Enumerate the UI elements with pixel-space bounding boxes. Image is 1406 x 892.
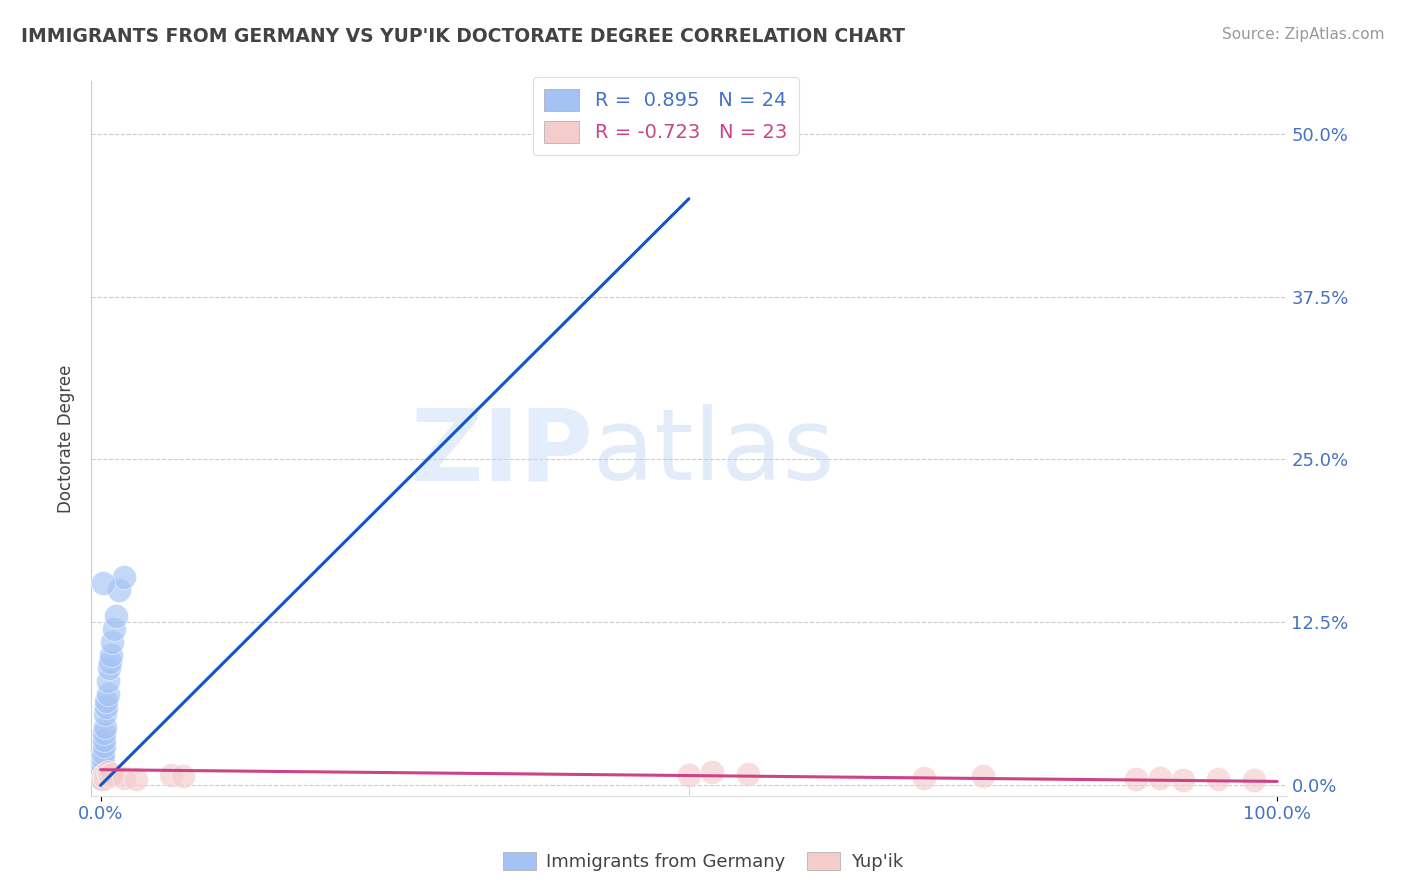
Point (90, 765, 112, 780)
Point (125, 772, 148, 786)
Text: Source: ZipAtlas.com: Source: ZipAtlas.com (1222, 27, 1385, 42)
Point (90, 772, 112, 786)
Point (96, 700, 118, 714)
Point (93, 726, 115, 740)
Point (91, 758, 114, 772)
Legend: Immigrants from Germany, Yup'ik: Immigrants from Germany, Yup'ik (496, 845, 910, 879)
Point (104, 608, 127, 623)
Point (103, 622, 125, 636)
Point (93, 739, 115, 754)
Point (97, 687, 120, 701)
Point (90, 768, 112, 782)
Text: ZIP: ZIP (411, 404, 593, 501)
Point (91, 576, 114, 591)
Point (1149, 771, 1171, 785)
Point (94, 720, 117, 734)
Point (678, 768, 700, 782)
Point (172, 769, 194, 783)
Point (1208, 772, 1230, 786)
Point (702, 765, 724, 780)
Point (97, 661, 120, 675)
Point (160, 768, 183, 782)
Point (1171, 773, 1194, 788)
Text: IMMIGRANTS FROM GERMANY VS YUP'IK DOCTORATE DEGREE CORRELATION CHART: IMMIGRANTS FROM GERMANY VS YUP'IK DOCTOR… (21, 27, 905, 45)
Point (100, 648, 122, 662)
Text: atlas: atlas (593, 404, 835, 501)
Point (93, 768, 115, 782)
Point (737, 766, 759, 780)
Point (98, 655, 121, 669)
Point (112, 570, 135, 584)
Legend: R =  0.895   N = 24, R = -0.723   N = 23: R = 0.895 N = 24, R = -0.723 N = 23 (533, 77, 799, 155)
Point (91, 752, 114, 766)
Point (112, 771, 135, 785)
Point (1125, 772, 1147, 786)
Point (101, 766, 124, 780)
Point (101, 635, 124, 649)
Point (94, 771, 117, 785)
Point (96, 766, 118, 780)
Point (93, 732, 115, 747)
Point (912, 771, 935, 785)
Point (94, 706, 117, 721)
Y-axis label: Doctorate Degree: Doctorate Degree (58, 365, 75, 513)
Point (1243, 773, 1265, 788)
Point (97, 768, 120, 782)
Point (98, 769, 121, 783)
Point (96, 693, 118, 707)
Point (91, 769, 114, 783)
Point (90, 772, 112, 786)
Point (108, 582, 131, 597)
Point (97, 674, 120, 689)
Point (97, 765, 120, 780)
Point (91, 746, 114, 760)
Point (972, 769, 994, 783)
